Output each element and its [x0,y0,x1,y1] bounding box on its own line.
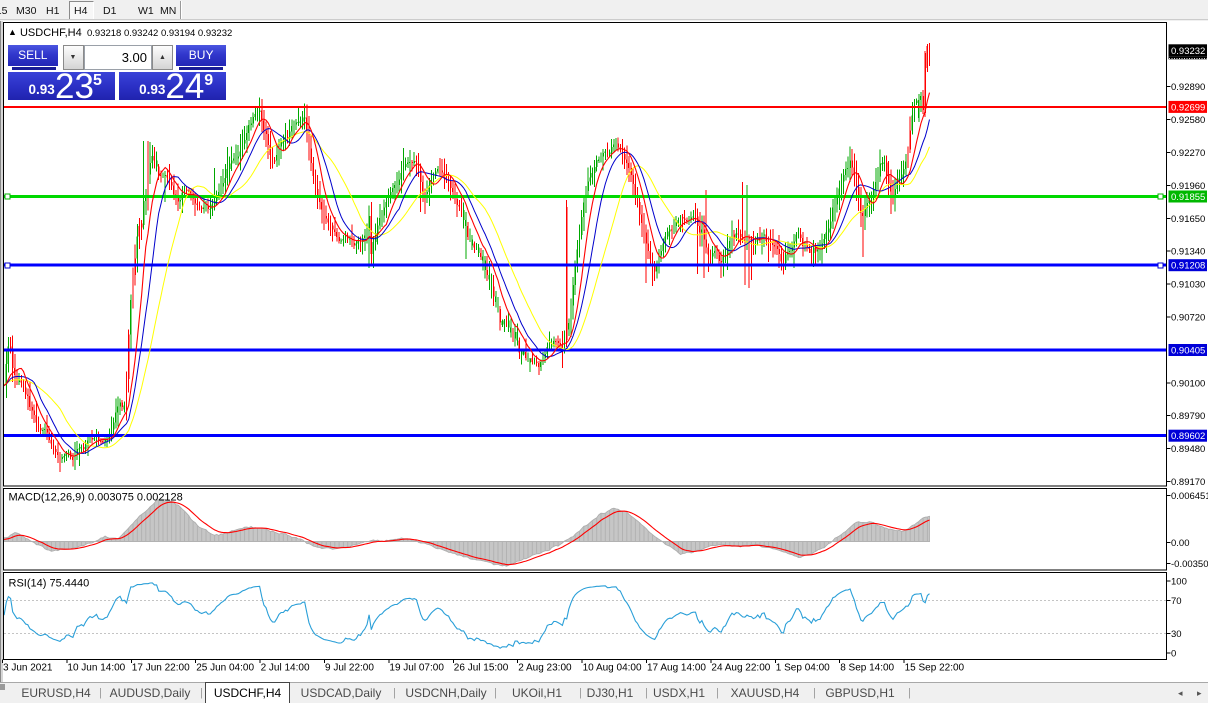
svg-text:0.90405: 0.90405 [1171,346,1205,357]
svg-text:0.92890: 0.92890 [1171,82,1205,93]
svg-text:0.92699: 0.92699 [1171,102,1205,113]
svg-text:19 Jul 07:00: 19 Jul 07:00 [389,663,444,674]
svg-text:MACD(12,26,9) 0.003075 0.00212: MACD(12,26,9) 0.003075 0.002128 [9,492,183,504]
svg-text:2 Aug 23:00: 2 Aug 23:00 [518,663,572,674]
svg-text:8 Sep 14:00: 8 Sep 14:00 [840,663,894,674]
svg-text:25 Jun 04:00: 25 Jun 04:00 [196,663,254,674]
svg-text:0.92580: 0.92580 [1171,115,1205,126]
svg-text:0.91960: 0.91960 [1171,181,1205,192]
svg-text:17 Jun 22:00: 17 Jun 22:00 [132,663,190,674]
svg-text:0.93232: 0.93232 [1171,46,1205,57]
svg-text:30: 30 [1171,629,1182,640]
svg-text:0.89602: 0.89602 [1171,431,1205,442]
svg-text:0.90720: 0.90720 [1171,313,1205,324]
svg-text:0.90100: 0.90100 [1171,378,1205,389]
svg-text:0.00: 0.00 [1171,538,1190,549]
svg-text:0.91855: 0.91855 [1171,192,1205,203]
svg-text:17 Aug 14:00: 17 Aug 14:00 [647,663,706,674]
svg-text:3 Jun 2021: 3 Jun 2021 [3,663,53,674]
svg-text:26 Jul 15:00: 26 Jul 15:00 [454,663,509,674]
svg-text:2 Jul 14:00: 2 Jul 14:00 [261,663,310,674]
svg-text:RSI(14) 75.4440: RSI(14) 75.4440 [9,578,90,590]
svg-text:0.91650: 0.91650 [1171,214,1205,225]
svg-text:0.006451: 0.006451 [1171,491,1208,502]
svg-text:0.89170: 0.89170 [1171,477,1205,488]
svg-text:15 Sep 22:00: 15 Sep 22:00 [905,663,965,674]
svg-text:0: 0 [1171,649,1176,660]
svg-text:10 Aug 04:00: 10 Aug 04:00 [583,663,642,674]
svg-text:0.92270: 0.92270 [1171,148,1205,159]
svg-text:9 Jul 22:00: 9 Jul 22:00 [325,663,374,674]
svg-text:0.91030: 0.91030 [1171,280,1205,291]
svg-text:0.91340: 0.91340 [1171,247,1205,258]
svg-text:100: 100 [1171,576,1187,587]
svg-text:70: 70 [1171,596,1182,607]
svg-text:1 Sep 04:00: 1 Sep 04:00 [776,663,830,674]
svg-text:0.89480: 0.89480 [1171,444,1205,455]
svg-text:10 Jun 14:00: 10 Jun 14:00 [67,663,125,674]
svg-text:0.91208: 0.91208 [1171,261,1205,272]
svg-text:0.89790: 0.89790 [1171,411,1205,422]
svg-text:24 Aug 22:00: 24 Aug 22:00 [711,663,770,674]
